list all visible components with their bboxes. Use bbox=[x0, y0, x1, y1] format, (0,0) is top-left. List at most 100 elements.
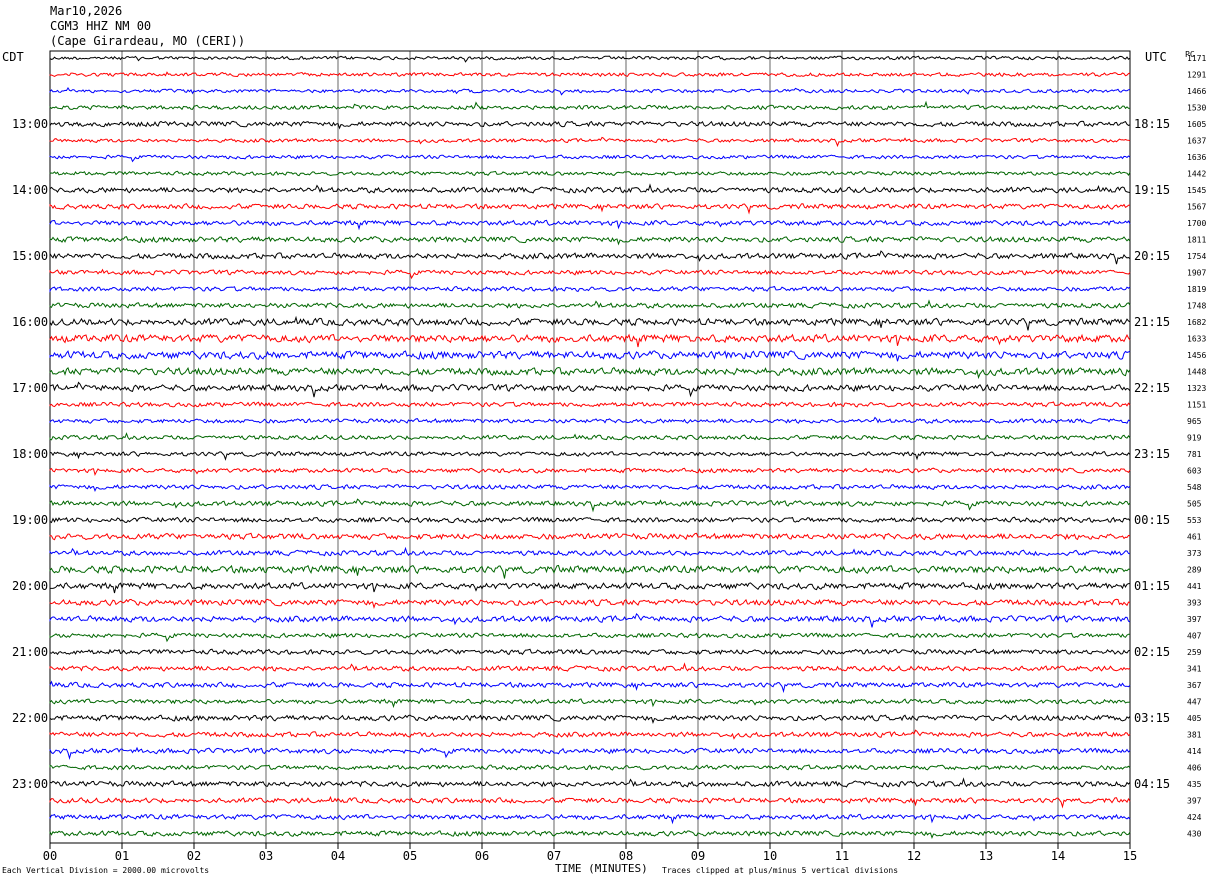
pc-value: 965 bbox=[1187, 417, 1202, 426]
x-tick-label: 06 bbox=[475, 849, 489, 863]
seismic-trace bbox=[49, 451, 1131, 461]
seismic-trace bbox=[49, 564, 1131, 579]
left-hour-label: 23:00 bbox=[12, 777, 48, 791]
pc-value: 1291 bbox=[1187, 71, 1206, 80]
seismic-trace bbox=[49, 746, 1131, 760]
pc-value: 548 bbox=[1187, 483, 1202, 492]
scale-note: Each Vertical Division = 2000.00 microvo… bbox=[2, 866, 210, 875]
pc-value: 373 bbox=[1187, 549, 1202, 558]
seismic-trace bbox=[49, 581, 1130, 594]
seismic-trace bbox=[49, 729, 1131, 740]
right-hour-label: 23:15 bbox=[1134, 447, 1170, 461]
pc-value: 1171 bbox=[1187, 54, 1206, 63]
seismic-trace bbox=[49, 777, 1131, 788]
seismic-trace bbox=[49, 235, 1131, 246]
pc-value: 1637 bbox=[1187, 137, 1206, 146]
seismic-trace bbox=[49, 632, 1131, 643]
x-tick-label: 08 bbox=[619, 849, 633, 863]
seismic-trace bbox=[49, 401, 1131, 408]
date-label: Mar10,2026 bbox=[50, 4, 123, 18]
pc-value: 1151 bbox=[1187, 401, 1206, 410]
pc-value: 1567 bbox=[1187, 203, 1206, 212]
x-tick-label: 10 bbox=[763, 849, 777, 863]
left-hour-label: 20:00 bbox=[12, 579, 48, 593]
pc-value: 1442 bbox=[1187, 170, 1206, 179]
seismic-trace bbox=[49, 483, 1131, 492]
pc-value: 1748 bbox=[1187, 302, 1206, 311]
pc-value: 407 bbox=[1187, 632, 1202, 641]
seismic-trace bbox=[49, 285, 1131, 293]
seismic-trace bbox=[49, 662, 1131, 672]
pc-value: 405 bbox=[1187, 714, 1202, 723]
seismic-trace bbox=[49, 813, 1131, 825]
left-hour-label: 17:00 bbox=[12, 381, 48, 395]
x-tick-label: 14 bbox=[1051, 849, 1065, 863]
pc-value: 781 bbox=[1187, 450, 1202, 459]
pc-value: 430 bbox=[1187, 830, 1202, 839]
pc-value: 424 bbox=[1187, 813, 1202, 822]
x-tick-label: 00 bbox=[43, 849, 57, 863]
pc-value: 367 bbox=[1187, 681, 1202, 690]
seismic-trace bbox=[49, 315, 1131, 331]
pc-value: 1530 bbox=[1187, 104, 1206, 113]
x-tick-label: 13 bbox=[979, 849, 993, 863]
x-tick-label: 09 bbox=[691, 849, 705, 863]
pc-value: 1819 bbox=[1187, 285, 1206, 294]
plot-frame bbox=[49, 50, 1131, 844]
pc-value: 1545 bbox=[1187, 186, 1206, 195]
seismic-trace bbox=[49, 366, 1131, 380]
seismic-trace bbox=[49, 333, 1131, 348]
seismic-trace bbox=[49, 613, 1131, 628]
left-hour-label: 22:00 bbox=[12, 711, 48, 725]
pc-value: 1323 bbox=[1187, 384, 1206, 393]
right-hour-label: 02:15 bbox=[1134, 645, 1170, 659]
chart-header: Mar10,2026 CGM3 HHZ NM 00 (Cape Girardea… bbox=[50, 4, 245, 49]
right-hour-label: 20:15 bbox=[1134, 249, 1170, 263]
pc-value: 1633 bbox=[1187, 335, 1206, 344]
seismic-trace bbox=[49, 467, 1131, 477]
x-tick-label: 05 bbox=[403, 849, 417, 863]
left-hour-label: 21:00 bbox=[12, 645, 48, 659]
right-hour-label: 19:15 bbox=[1134, 183, 1170, 197]
right-hour-label: 00:15 bbox=[1134, 513, 1170, 527]
pc-value: 1605 bbox=[1187, 120, 1206, 129]
pc-value: 414 bbox=[1187, 747, 1202, 756]
pc-value: 381 bbox=[1187, 731, 1202, 740]
seismic-trace bbox=[49, 299, 1131, 309]
pc-value: 603 bbox=[1187, 467, 1202, 476]
station-label: CGM3 HHZ NM 00 bbox=[50, 19, 152, 33]
seismic-trace bbox=[49, 203, 1131, 215]
seismic-trace bbox=[49, 87, 1131, 96]
pc-value: 505 bbox=[1187, 500, 1202, 509]
pc-value: 1811 bbox=[1187, 236, 1206, 245]
x-tick-label: 11 bbox=[835, 849, 849, 863]
pc-value: 461 bbox=[1187, 533, 1202, 542]
seismic-trace bbox=[49, 795, 1131, 809]
seismic-trace bbox=[49, 268, 1131, 280]
x-tick-label: 15 bbox=[1123, 849, 1137, 863]
pc-value: 1754 bbox=[1187, 252, 1206, 261]
seismic-trace bbox=[49, 648, 1131, 656]
right-hour-label: 18:15 bbox=[1134, 117, 1170, 131]
seismic-trace bbox=[49, 170, 1131, 177]
seismic-trace bbox=[49, 120, 1131, 130]
right-hour-label: 04:15 bbox=[1134, 777, 1170, 791]
pc-value: 1682 bbox=[1187, 318, 1206, 327]
left-zone-label: CDT bbox=[2, 50, 24, 64]
x-tick-label: 04 bbox=[331, 849, 345, 863]
x-tick-label: 03 bbox=[259, 849, 273, 863]
seismic-trace bbox=[49, 598, 1131, 610]
pc-value: 1907 bbox=[1187, 269, 1206, 278]
pc-value: 1700 bbox=[1187, 219, 1206, 228]
location-label: (Cape Girardeau, MO (CERI)) bbox=[50, 34, 246, 48]
seismic-trace bbox=[49, 516, 1131, 524]
clip-note: Traces clipped at plus/minus 5 vertical … bbox=[662, 866, 899, 875]
left-hour-label: 18:00 bbox=[12, 447, 48, 461]
pc-value: 553 bbox=[1187, 516, 1202, 525]
seismic-trace bbox=[49, 183, 1131, 194]
x-tick-label: 01 bbox=[115, 849, 129, 863]
right-hour-label: 21:15 bbox=[1134, 315, 1170, 329]
pc-value: 289 bbox=[1187, 566, 1202, 575]
seismic-trace bbox=[49, 381, 1131, 398]
pc-column-label: PC bbox=[1185, 50, 1195, 59]
